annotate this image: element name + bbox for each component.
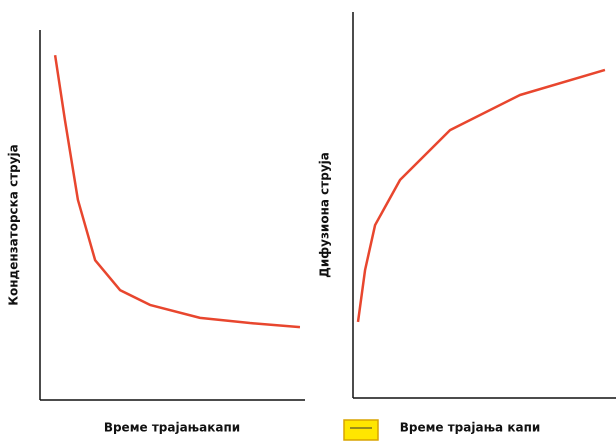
x-axis-label: Време трајањакапи: [104, 421, 240, 435]
highlight-box: [343, 419, 379, 441]
x-axis-label: Време трајања капи: [400, 421, 541, 435]
curve: [53, 54, 301, 329]
y-axis-label: Кондензаторска струја: [7, 144, 21, 306]
curve: [356, 68, 606, 323]
y-axis-label: Дифузиона струја: [318, 152, 332, 278]
